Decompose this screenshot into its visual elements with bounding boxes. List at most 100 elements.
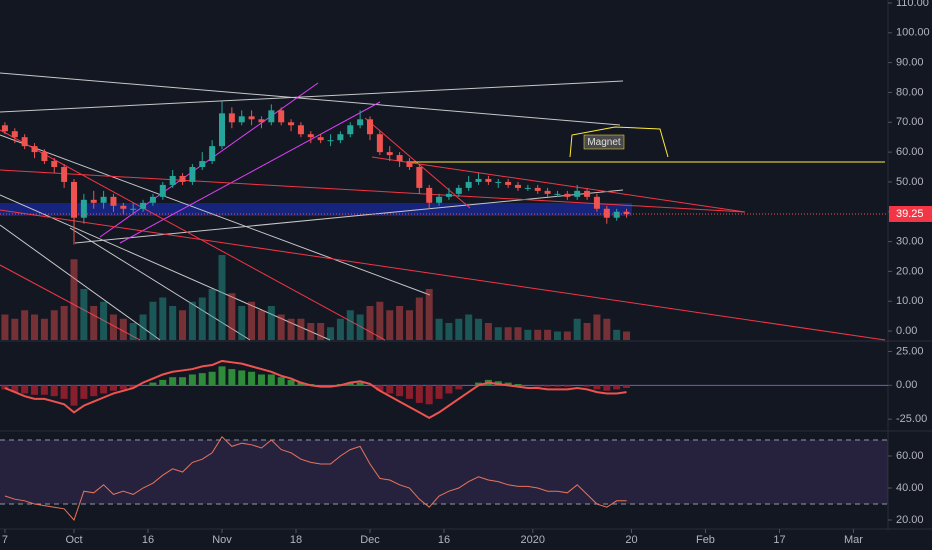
candle-body xyxy=(80,199,87,218)
histogram-bar xyxy=(80,385,88,399)
volume-bar xyxy=(534,329,542,340)
histogram-bar xyxy=(553,385,561,387)
volume-bar xyxy=(376,301,384,340)
trend-line xyxy=(0,209,886,341)
candle-body xyxy=(11,131,18,138)
x-tick-label: 17 xyxy=(773,534,785,546)
candle-body xyxy=(248,116,255,120)
volume-bar xyxy=(563,331,571,340)
y-tick-label: 60.00 xyxy=(896,450,924,462)
histogram-bar xyxy=(277,377,285,386)
candle-body xyxy=(534,187,541,191)
candle-body xyxy=(130,208,137,210)
volume-bar xyxy=(524,329,532,340)
candle-body xyxy=(455,187,462,194)
candle-body xyxy=(357,119,364,126)
histogram-bar xyxy=(415,385,423,403)
volume-bar xyxy=(60,306,68,340)
histogram-bar xyxy=(593,385,601,390)
histogram-bar xyxy=(100,385,108,394)
candle-body xyxy=(396,155,403,162)
volume-bar xyxy=(356,314,364,340)
candle-body xyxy=(603,208,610,218)
volume-bar xyxy=(1,314,9,340)
volume-bar xyxy=(238,306,246,340)
histogram-bar xyxy=(248,371,256,386)
histogram-bar xyxy=(405,385,413,399)
histogram-bar xyxy=(11,385,19,393)
y-tick-label: 25.00 xyxy=(896,345,924,357)
volume-bar xyxy=(159,297,167,340)
histogram-bar xyxy=(475,382,483,386)
histogram-bar xyxy=(179,377,187,386)
candle-body xyxy=(367,119,373,135)
y-tick-label: 10.00 xyxy=(896,295,924,307)
volume-bar xyxy=(386,310,394,340)
volume-bar xyxy=(445,323,453,340)
volume-bar xyxy=(11,318,19,340)
histogram-bar xyxy=(21,385,29,394)
y-tick-label: 60.00 xyxy=(896,146,924,158)
y-tick-label: 40.00 xyxy=(896,482,924,494)
x-tick-label: Feb xyxy=(696,534,715,546)
annotation-box xyxy=(583,134,625,150)
candle-body xyxy=(426,187,433,203)
x-tick-label: 18 xyxy=(290,534,302,546)
last-price-label: 39.25 xyxy=(896,208,924,220)
histogram-bar xyxy=(346,382,354,386)
x-tick-label: Dec xyxy=(360,534,380,546)
volume-bar xyxy=(396,306,404,340)
volume-bar xyxy=(603,318,611,340)
y-tick-label: 20.00 xyxy=(896,265,924,277)
histogram-bar xyxy=(376,385,384,391)
volume-bar xyxy=(208,289,216,340)
histogram-bar xyxy=(169,377,177,386)
volume-bar xyxy=(119,318,127,340)
volume-bar xyxy=(317,323,325,340)
histogram-bar xyxy=(109,385,117,391)
candle-body xyxy=(110,196,117,206)
volume-bar xyxy=(287,318,295,340)
y-tick-label: 100.00 xyxy=(896,27,930,39)
candle-body xyxy=(140,202,147,209)
bracket xyxy=(569,126,669,158)
y-tick-label: 30.00 xyxy=(896,235,924,247)
histogram-bar xyxy=(149,382,157,386)
candle-body xyxy=(436,196,443,203)
y-tick-label: 0.00 xyxy=(896,325,917,337)
volume-bar xyxy=(583,323,591,340)
candle-body xyxy=(475,178,482,182)
candle-body xyxy=(327,140,334,142)
x-tick-label: 7 xyxy=(2,534,8,546)
volume-bar xyxy=(109,314,117,340)
candle-body xyxy=(189,167,196,182)
x-tick-label: Nov xyxy=(212,534,232,546)
candle-body xyxy=(317,137,324,141)
trend-line xyxy=(0,169,746,213)
volume-bar xyxy=(297,318,305,340)
histogram-bar xyxy=(455,385,463,390)
candle-body xyxy=(258,119,265,123)
volume-bar xyxy=(31,314,39,340)
volume-bar xyxy=(623,331,631,340)
candle-body xyxy=(228,113,235,123)
volume-bar xyxy=(50,310,58,340)
histogram-bar xyxy=(297,382,305,386)
candle-body xyxy=(268,110,275,123)
candle-body xyxy=(485,178,492,182)
volume-bar xyxy=(80,289,88,340)
histogram-bar xyxy=(267,374,275,386)
y-tick-label: 0.00 xyxy=(896,379,917,391)
rsi-line xyxy=(4,436,627,521)
support-zone xyxy=(0,203,632,216)
trend-line xyxy=(0,80,624,113)
histogram-bar xyxy=(208,371,216,386)
candle-body xyxy=(386,152,393,156)
volume-bar xyxy=(346,310,354,340)
histogram-bar xyxy=(40,385,48,395)
trend-line xyxy=(364,117,471,209)
volume-bar xyxy=(475,318,483,340)
x-tick-label: 2020 xyxy=(521,534,545,546)
